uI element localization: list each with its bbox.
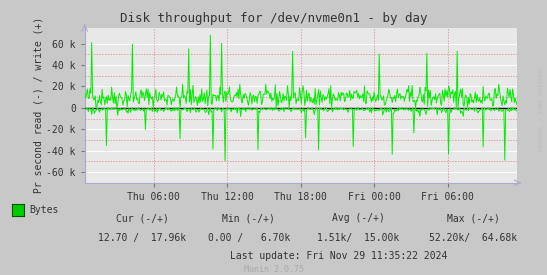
Text: Munin 2.0.75: Munin 2.0.75: [243, 265, 304, 274]
Y-axis label: Pr second read (-) / write (+): Pr second read (-) / write (+): [33, 17, 44, 193]
Text: 0.00 /   6.70k: 0.00 / 6.70k: [208, 233, 290, 243]
Text: Max (-/+): Max (-/+): [447, 213, 499, 223]
Text: Min (-/+): Min (-/+): [223, 213, 275, 223]
Text: Last update: Fri Nov 29 11:35:22 2024: Last update: Fri Nov 29 11:35:22 2024: [230, 251, 448, 261]
Text: Bytes: Bytes: [30, 205, 59, 215]
Text: 1.51k/  15.00k: 1.51k/ 15.00k: [317, 233, 399, 243]
Text: 12.70 /  17.96k: 12.70 / 17.96k: [98, 233, 187, 243]
Text: RRDTOOL / TOBI OETIKER: RRDTOOL / TOBI OETIKER: [538, 69, 543, 151]
Text: Disk throughput for /dev/nvme0n1 - by day: Disk throughput for /dev/nvme0n1 - by da…: [120, 12, 427, 25]
Text: Cur (-/+): Cur (-/+): [116, 213, 168, 223]
Text: Avg (-/+): Avg (-/+): [332, 213, 385, 223]
Text: 52.20k/  64.68k: 52.20k/ 64.68k: [429, 233, 517, 243]
